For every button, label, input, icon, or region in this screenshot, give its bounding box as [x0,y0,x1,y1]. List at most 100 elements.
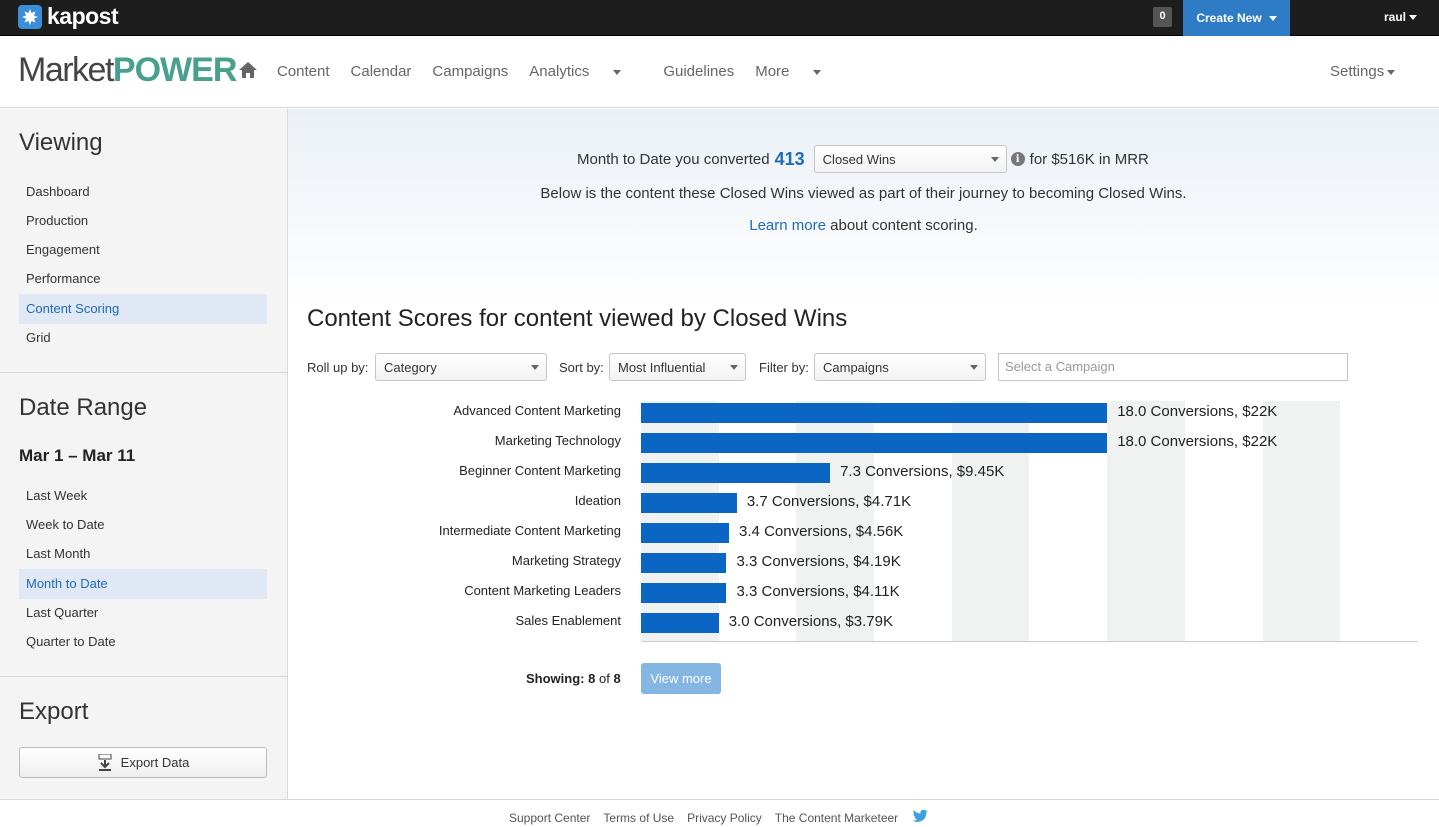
chevron-down-icon [813,69,822,75]
stage-select[interactable]: Closed Wins [813,145,1007,173]
summary-suffix: for $516K in MRR [1029,150,1149,168]
summary-description: Below is the content these Closed Wins v… [540,185,1187,202]
date-item-last-month[interactable]: Last Month [26,546,91,561]
footer-link-support[interactable]: Support Center [509,810,591,825]
filter-select-value: Campaigns [823,359,889,375]
showing-of: of [598,671,610,686]
learn-more-link[interactable]: Learn more [749,217,826,234]
chevron-down-icon [730,365,738,370]
sidebar-item-production[interactable]: Production [26,213,89,228]
divider [0,676,287,677]
kapost-wordmark: kapost [47,3,119,29]
nav-item-calendar[interactable]: Calendar [350,63,412,80]
marketpower-logo[interactable]: MarketPOWER [18,51,237,90]
csv-download-icon [98,753,112,771]
date-range-heading: Date Range [19,394,148,421]
chart-grid-band [1262,401,1341,641]
bar-value-label: 3.0 Conversions, $3.79K [728,613,893,630]
kapost-badge-icon [18,4,42,29]
chart-plot-area: 18.0 Conversions, $22K 18.0 Conversions, … [641,401,1418,642]
section-title: Content Scores for content viewed by Clo… [307,305,848,332]
user-menu[interactable]: raul [1384,10,1418,24]
date-item-week-to-date[interactable]: Week to Date [26,517,105,532]
user-name: raul [1384,10,1407,24]
sort-select[interactable]: Most Influential [609,353,746,381]
nav-item-more[interactable]: More [755,63,842,80]
footer-links: Support Center Terms of Use Privacy Poli… [509,809,929,826]
kapost-logo[interactable]: kapost [18,3,119,30]
showing-count: Showing: 8 of 8 [526,671,621,686]
nav-item-guidelines[interactable]: Guidelines [663,63,735,80]
notifications-badge[interactable]: 0 [1153,7,1172,27]
sidebar-item-content-scoring[interactable]: Content Scoring [19,294,267,324]
stage-select-value: Closed Wins [822,151,896,167]
bar-value-label: 3.3 Conversions, $4.11K [736,583,900,600]
chart-bar[interactable] [641,523,730,543]
filter-row: Roll up by: Category Sort by: Most Influ… [307,353,1357,381]
chart-bar[interactable] [641,493,737,513]
top-bar: kapost 0 Create New raul [0,0,1439,36]
sidebar-item-dashboard[interactable]: Dashboard [26,184,90,199]
nav-item-campaigns[interactable]: Campaigns [432,63,509,80]
view-more-button[interactable]: View more [641,663,721,694]
summary-prefix: Month to Date you converted [577,150,770,168]
footer-link-terms[interactable]: Terms of Use [603,810,675,825]
settings-menu[interactable]: Settings [1330,63,1396,80]
chevron-down-icon [531,365,539,370]
sidebar-item-grid[interactable]: Grid [26,330,51,345]
main-content: Month to Date you converted 413 Closed W… [288,109,1439,799]
twitter-icon[interactable] [911,809,929,826]
date-item-last-quarter[interactable]: Last Quarter [26,605,99,620]
footer: Support Center Terms of Use Privacy Poli… [0,799,1439,827]
date-range-value: Mar 1 – Mar 11 [19,446,136,465]
bar-value-label: 18.0 Conversions, $22K [1117,403,1278,420]
learn-more-line: Learn more about content scoring. [288,217,1439,234]
settings-label: Settings [1330,63,1385,80]
chevron-down-icon [1409,15,1418,21]
category-label: Marketing Technology [494,433,621,448]
sidebar-item-performance[interactable]: Performance [26,271,101,286]
chevron-down-icon [1387,69,1396,75]
category-label: Beginner Content Marketing [459,463,621,478]
export-data-label: Export Data [120,755,190,770]
date-item-quarter-to-date[interactable]: Quarter to Date [26,634,116,649]
chart-bar[interactable] [641,583,727,603]
brand-power-text: POWER [112,51,237,89]
category-label: Sales Enablement [515,613,621,628]
showing-total: 8 [613,671,621,686]
nav-item-analytics[interactable]: Analytics [529,63,642,80]
info-icon[interactable]: i [1010,152,1025,166]
viewing-heading: Viewing [19,129,103,156]
footer-link-privacy[interactable]: Privacy Policy [687,810,762,825]
summary-line: Month to Date you converted 413 Closed W… [577,145,1149,173]
filter-select[interactable]: Campaigns [814,353,986,381]
export-data-button[interactable]: Export Data [19,747,267,778]
home-icon[interactable] [238,61,258,84]
chevron-down-icon [970,365,978,370]
chart-grid-band [1107,401,1185,641]
conversion-count: 413 [774,148,805,169]
chart-bar[interactable] [641,403,1108,423]
bar-value-label: 7.3 Conversions, $9.45K [840,463,1005,480]
sort-label: Sort by: [559,360,604,375]
chart-bar[interactable] [641,613,719,633]
campaign-select-input[interactable]: Select a Campaign [998,353,1348,381]
nav-items: Content Calendar Campaigns Analytics Gui… [277,63,863,80]
rollup-label: Roll up by: [307,360,369,375]
rollup-select[interactable]: Category [375,353,547,381]
chart-bar[interactable] [641,433,1108,453]
nav-item-analytics-label: Analytics [529,63,590,80]
bar-value-label: 18.0 Conversions, $22K [1117,433,1278,450]
nav-item-content[interactable]: Content [277,63,330,80]
learn-more-suffix: about content scoring. [825,217,978,234]
create-new-button[interactable]: Create New [1183,0,1290,36]
sidebar-item-engagement[interactable]: Engagement [26,242,100,257]
chart-bar[interactable] [641,553,727,573]
footer-link-content-marketeer[interactable]: The Content Marketeer [774,810,899,825]
create-new-label: Create New [1196,11,1262,25]
chart-bar[interactable] [641,463,831,483]
date-item-month-to-date[interactable]: Month to Date [19,569,267,599]
content-scores-chart: 18.0 Conversions, $22K 18.0 Conversions, … [288,399,1439,649]
category-label: Advanced Content Marketing [453,403,621,418]
date-item-last-week[interactable]: Last Week [26,488,88,503]
